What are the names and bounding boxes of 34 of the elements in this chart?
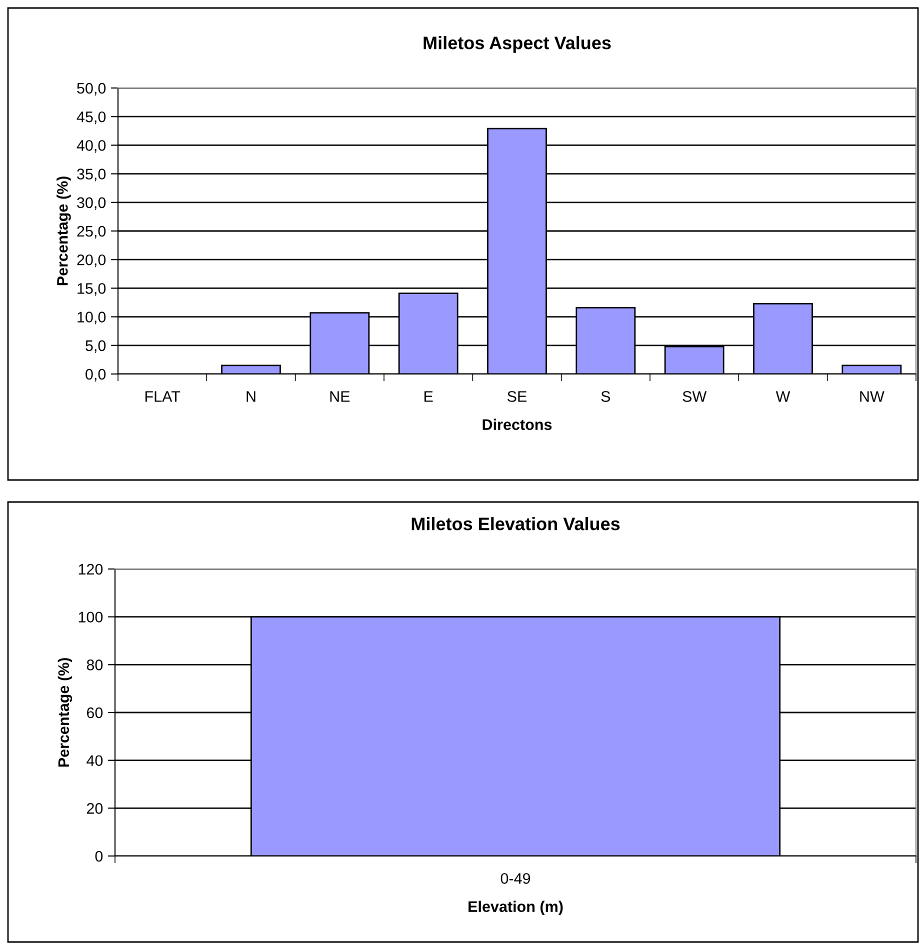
y-tick-label: 10,0 [78, 312, 106, 324]
y-tick-label: 20,0 [77, 254, 106, 268]
y-tick-label: 25,0 [77, 226, 106, 238]
y-tick-label: 80 [86, 660, 103, 670]
x-tick-label: SE [508, 391, 527, 402]
y-tick-label: 5,0 [86, 340, 106, 353]
x-tick-label: E [424, 391, 433, 402]
y-tick-label: 50,0 [77, 82, 106, 96]
y-tick-label: 20 [86, 803, 103, 814]
x-tick-label: FLAT [145, 391, 180, 402]
x-tick-label: NW [860, 391, 884, 402]
y-tick-label: 100 [78, 612, 103, 623]
y-tick-label: 120 [78, 564, 103, 575]
y-tick-label: 0 [95, 850, 103, 862]
y-tick-label: 45,0 [76, 111, 106, 124]
x-tick-label: N [246, 391, 256, 402]
x-tick-label: S [601, 391, 610, 402]
y-tick-label: 60 [86, 707, 103, 718]
x-tick-label: NE [330, 391, 350, 402]
y-axis-title: Percentage (%) [58, 658, 72, 767]
y-tick-label: 15,0 [78, 283, 106, 296]
x-axis-title: Elevation (m) [468, 900, 563, 916]
x-tick-label: W [776, 391, 790, 402]
x-axis-title: Directons [482, 418, 552, 430]
y-axis-title: Percentage (%) [56, 176, 71, 286]
y-tick-label: 0,0 [86, 368, 106, 382]
y-tick-label: 30,0 [77, 197, 106, 210]
y-tick-label: 40 [86, 755, 103, 766]
chart-title: Miletos Aspect Values [424, 36, 611, 53]
x-tick-label: SW [682, 391, 707, 402]
chart-title: Miletos Elevation Values [412, 517, 620, 530]
x-tick-label: 0-49 [500, 873, 530, 884]
y-tick-label: 35,0 [77, 168, 106, 182]
y-tick-label: 40,0 [76, 140, 106, 153]
